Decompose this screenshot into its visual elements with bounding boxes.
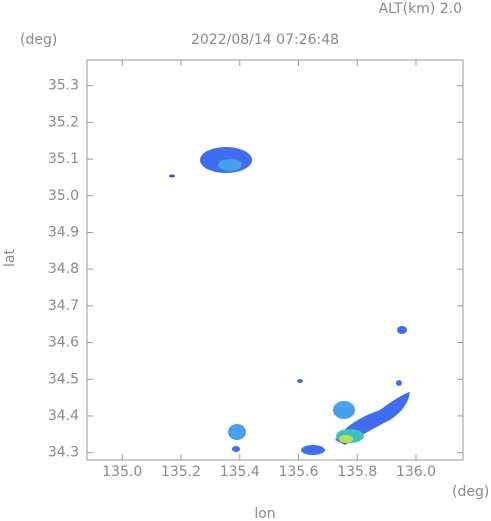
y-tick-label: 35.2 [48, 114, 79, 130]
x-axis-label: lon [254, 506, 275, 521]
echo [228, 424, 246, 440]
x-tick-label: 135.2 [161, 464, 201, 480]
y-tick-label: 35.3 [48, 78, 79, 94]
echo [333, 401, 355, 419]
x-tick-label: 135.8 [337, 464, 377, 480]
echo [339, 435, 353, 443]
y-tick-label: 34.4 [48, 408, 79, 424]
y-unit: (deg) [20, 32, 57, 48]
echo [232, 446, 240, 452]
x-tick-label: 135.6 [278, 464, 318, 480]
chart-title: 2022/08/14 07:26:48 [191, 32, 339, 48]
echo [397, 326, 407, 334]
y-tick-label: 34.6 [48, 335, 79, 351]
y-tick-label: 34.9 [48, 224, 79, 240]
radar-echoes [169, 147, 410, 455]
echo [297, 379, 303, 383]
plot-frame [86, 59, 464, 461]
y-tick-label: 34.8 [48, 261, 79, 277]
y-tick-label: 34.3 [48, 445, 79, 461]
echo [169, 174, 175, 178]
altitude-label: ALT(km) 2.0 [379, 1, 462, 17]
x-unit: (deg) [452, 484, 489, 500]
x-tick-label: 135.4 [220, 464, 260, 480]
x-tick-label: 136.0 [396, 464, 436, 480]
y-tick-label: 35.0 [48, 188, 79, 204]
x-tick-label: 135.0 [102, 464, 142, 480]
y-axis-label: lat [2, 249, 18, 267]
echo [301, 445, 325, 455]
y-tick-label: 35.1 [48, 151, 79, 167]
y-tick-label: 34.5 [48, 371, 79, 387]
y-tick-label: 34.7 [48, 298, 79, 314]
echo [396, 380, 402, 386]
echo [218, 159, 242, 171]
